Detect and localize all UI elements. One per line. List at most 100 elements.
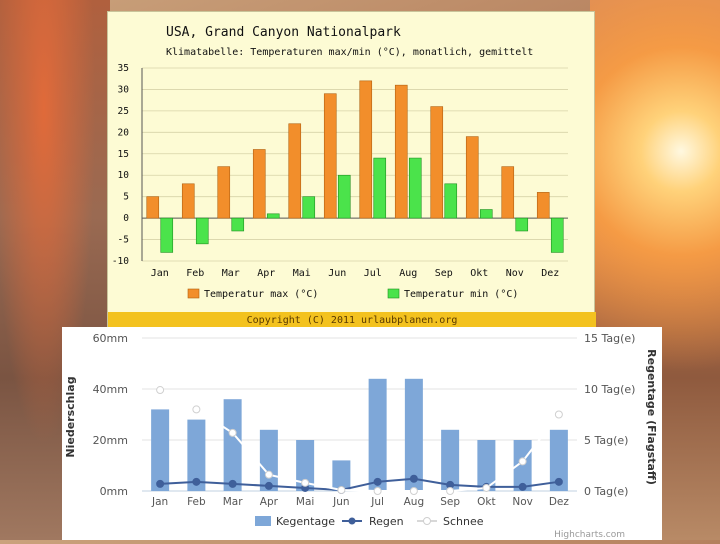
temp-max-bar — [394, 84, 408, 219]
regen-point[interactable] — [554, 477, 563, 486]
chart1-xtick-label: Jul — [364, 268, 382, 279]
regen-point[interactable] — [518, 482, 527, 491]
schnee-point[interactable] — [337, 485, 346, 494]
schnee-point[interactable] — [228, 428, 237, 437]
temp-max-bar — [146, 196, 160, 219]
chart2-left-tick-label: 0mm — [100, 485, 128, 498]
chart1-ytick-label: -5 — [118, 235, 129, 246]
temp-max-bar — [252, 149, 266, 219]
precipitation-chart: 60mm 40mm 20mm 0mm 15 Tag(e) 10 Tag(e) 5 Tag(e… — [62, 327, 662, 540]
kegentage-bar[interactable] — [187, 419, 206, 491]
temp-min-bar — [195, 217, 209, 245]
regen-point[interactable] — [373, 477, 382, 486]
regen-point[interactable] — [264, 481, 273, 490]
legend-regen-marker[interactable] — [348, 517, 356, 525]
chart2-xtick-label: Sep — [440, 496, 460, 508]
temp-min-bar — [302, 196, 316, 219]
kegentage-bar[interactable] — [513, 440, 532, 491]
kegentage-bar[interactable] — [477, 440, 496, 491]
chart2-right-tick-label: 0 Tag(e) — [584, 485, 628, 498]
temp-max-bar — [536, 192, 550, 219]
kegentage-bar[interactable] — [332, 460, 351, 491]
chart1-xtick-label: Nov — [506, 268, 524, 279]
regen-point[interactable] — [156, 479, 165, 488]
schnee-point[interactable] — [373, 487, 382, 495]
schnee-point[interactable] — [301, 478, 310, 487]
chart1-xtick-label: Mai — [293, 268, 311, 279]
legend-min-label: Temperatur min (°C) — [404, 289, 518, 300]
temp-min-bar — [337, 174, 351, 219]
schnee-point[interactable] — [518, 457, 527, 466]
chart1-ytick-label: 10 — [118, 170, 130, 181]
chart2-right-tick-label: 5 Tag(e) — [584, 434, 628, 447]
chart2-xtick-label: Okt — [477, 496, 495, 508]
chart1-ytick-label: 20 — [118, 127, 130, 138]
kegentage-bar[interactable] — [259, 429, 278, 491]
chart1-ytick-label: -10 — [112, 256, 129, 267]
chart2-left-tick-label: 20mm — [93, 434, 128, 447]
temp-min-bar — [444, 183, 458, 219]
temp-max-bar — [359, 80, 373, 219]
legend-kegentage-swatch[interactable] — [255, 516, 271, 526]
chart2-xtick-label: Jul — [370, 496, 384, 508]
right-axis-title: Regentage (Flagstaff) — [645, 349, 658, 485]
temp-min-bar — [160, 217, 174, 253]
kegentage-bar[interactable] — [368, 378, 387, 491]
schnee-point[interactable] — [192, 405, 201, 414]
temperature-chart: USA, Grand Canyon Nationalpark Klimatabe… — [107, 11, 596, 328]
schnee-point[interactable] — [446, 487, 455, 495]
chart1-xtick-label: Okt — [470, 268, 488, 279]
chart1-ytick-label: 0 — [123, 213, 129, 224]
kegentage-bar[interactable] — [296, 440, 315, 491]
regen-point[interactable] — [192, 477, 201, 486]
chart2-xtick-label: Apr — [260, 496, 279, 508]
temp-max-bar — [288, 123, 302, 219]
highcharts-credit[interactable]: Highcharts.com — [554, 530, 625, 540]
legend-max-swatch — [187, 288, 200, 299]
schnee-line — [159, 389, 560, 492]
chart1-xtick-label: Dez — [541, 268, 559, 279]
schnee-point[interactable] — [264, 470, 273, 479]
schnee-point[interactable] — [409, 487, 418, 495]
legend-kegentage-label[interactable]: Kegentage — [276, 515, 335, 528]
legend-schnee-label[interactable]: Schnee — [443, 515, 484, 528]
regen-point[interactable] — [228, 479, 237, 488]
chart1-subtitle: Klimatabelle: Temperaturen max/min (°C),… — [166, 47, 533, 58]
chart1-xtick-label: Jun — [328, 268, 346, 279]
temperature-chart-svg: USA, Grand Canyon Nationalpark Klimatabe… — [108, 25, 596, 328]
kegentage-bar[interactable] — [404, 378, 423, 491]
schnee-point[interactable] — [554, 410, 563, 419]
kegentage-bar[interactable] — [549, 429, 568, 491]
regen-point[interactable] — [409, 474, 418, 483]
kegentage-bar[interactable] — [223, 399, 242, 491]
chart1-xtick-label: Jan — [151, 268, 169, 279]
copyright-bar — [108, 312, 596, 328]
chart1-ytick-label: 25 — [118, 106, 129, 117]
chart2-xtick-label: Jun — [332, 496, 349, 508]
chart2-xtick-label: Dez — [549, 496, 570, 508]
kegentage-bar[interactable] — [441, 429, 460, 491]
chart1-ytick-label: 30 — [118, 84, 130, 95]
schnee-point[interactable] — [156, 386, 165, 395]
chart2-right-tick-label: 10 Tag(e) — [584, 383, 635, 396]
legend-regen-label[interactable]: Regen — [369, 515, 404, 528]
chart1-title: USA, Grand Canyon Nationalpark — [166, 25, 401, 40]
temp-min-bar — [231, 217, 245, 232]
kegentage-bar[interactable] — [151, 409, 170, 491]
chart2-xtick-label: Mar — [223, 496, 243, 508]
chart1-xtick-label: Aug — [399, 268, 417, 279]
chart2-xtick-label: Aug — [404, 496, 425, 508]
legend-schnee-marker[interactable] — [423, 517, 431, 525]
chart2-xtick-label: Feb — [187, 496, 206, 508]
schnee-point[interactable] — [482, 483, 491, 492]
chart2-xtick-label: Jan — [151, 496, 168, 508]
chart1-ytick-label: 35 — [118, 63, 129, 74]
chart2-xtick-label: Mai — [296, 496, 314, 508]
temp-min-bar — [550, 217, 564, 253]
chart1-xtick-label: Mar — [222, 268, 240, 279]
chart2-xtick-label: Nov — [512, 496, 533, 508]
temp-min-bar — [373, 157, 387, 219]
precipitation-chart-svg: 60mm 40mm 20mm 0mm 15 Tag(e) 10 Tag(e) 5 Tag(e… — [64, 332, 658, 540]
copyright-text: Copyright (C) 2011 urlaubplanen.org — [247, 315, 458, 326]
temp-min-bar — [515, 217, 529, 232]
